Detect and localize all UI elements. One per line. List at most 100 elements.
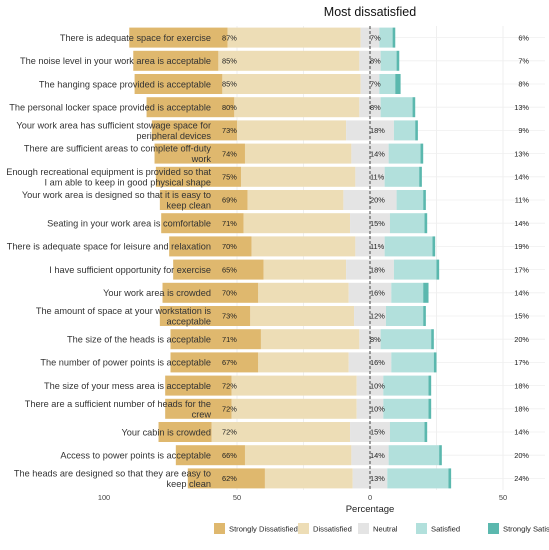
bar-segment-satisfied <box>380 97 413 118</box>
x-tick-label: 0 <box>368 493 372 502</box>
bar-segment-strongly-dissatisfied <box>173 259 264 280</box>
bar-segment-satisfied <box>388 143 421 164</box>
chart-row: The hanging space provided is acceptable… <box>39 74 545 94</box>
bar-segment-strongly-dissatisfied <box>151 120 237 141</box>
bar-segment-satisfied <box>387 468 449 489</box>
legend-item: Dissatisfied <box>298 523 352 534</box>
bar-segment-dissatisfied <box>263 259 347 280</box>
bar-segment-strongly-satisfied <box>424 213 428 234</box>
chart-row: The amount of space at your workstation … <box>36 306 545 327</box>
x-axis: 10050050100 <box>98 493 507 502</box>
bar-segment-strongly-satisfied <box>433 352 437 373</box>
bar-segment-satisfied <box>396 190 424 210</box>
bar-segment-dissatisfied <box>251 236 356 257</box>
bar-segment-strongly-satisfied <box>415 120 418 141</box>
bar-segment-strongly-dissatisfied <box>133 50 219 71</box>
left-percentage: 71% <box>222 335 237 344</box>
right-percentage: 17% <box>514 265 529 274</box>
chart-row: There are a sufficient number of heads f… <box>25 398 545 420</box>
question-label: There are a sufficient number of heads f… <box>25 399 212 420</box>
question-label: The size of the heads is acceptable <box>67 335 211 345</box>
legend-item: Neutral <box>358 523 398 534</box>
chart-row: The number of power points is acceptable… <box>40 352 545 373</box>
legend: Strongly Dissatisfied Dissatisfied Neutral… <box>214 523 549 534</box>
bar-segment-dissatisfied <box>258 282 349 303</box>
question-label: The personal locker space provided is ac… <box>9 103 211 113</box>
x-tick-label: 50 <box>499 493 507 502</box>
question-label: Seating in your work area is comfortable <box>47 219 211 229</box>
bar-segment-satisfied <box>384 236 433 257</box>
right-percentage: 19% <box>514 242 529 251</box>
bar-segment-strongly-satisfied <box>423 282 429 303</box>
chart-row: Your work area is designed so that it is… <box>22 190 545 211</box>
legend-label: Satisfied <box>431 525 460 534</box>
bar-segment-strongly-satisfied <box>392 27 396 48</box>
x-tick-label: 50 <box>233 493 241 502</box>
bar-segment-strongly-dissatisfied <box>129 27 228 48</box>
bar-segment-dissatisfied <box>227 27 361 48</box>
chart-row: Your work area is crowded 70% 16% 14% <box>103 282 545 303</box>
bar-segment-strongly-dissatisfied <box>187 468 265 489</box>
bar-segment-dissatisfied <box>250 306 355 326</box>
right-percentage: 17% <box>514 358 529 367</box>
bar-segment-dissatisfied <box>244 445 352 466</box>
bar-segment-strongly-dissatisfied <box>165 398 232 419</box>
bar-segment-dissatisfied <box>247 190 344 210</box>
chart-row: Seating in your work area is comfortable… <box>47 213 545 234</box>
bar-segment-dissatisfied <box>240 166 356 187</box>
right-percentage: 7% <box>518 57 529 66</box>
bar-segment-strongly-dissatisfied <box>158 422 212 442</box>
legend-label: Neutral <box>373 525 398 534</box>
bar-segment-satisfied <box>391 352 434 373</box>
x-tick-label: 100 <box>98 493 110 502</box>
bar-segment-dissatisfied <box>222 74 361 94</box>
bar-segment-strongly-satisfied <box>419 166 422 187</box>
chart-row: Enough recreational equipment is provide… <box>6 166 545 188</box>
bar-segment-strongly-satisfied <box>436 259 440 280</box>
bar-segment-dissatisfied <box>237 120 347 141</box>
bar-segment-neutral <box>351 445 389 466</box>
neutral-percentage: 10% <box>370 405 385 414</box>
bar-segment-strongly-satisfied <box>423 306 426 326</box>
bar-segment-strongly-dissatisfied <box>134 74 223 94</box>
bar-segment-strongly-dissatisfied <box>162 282 259 303</box>
legend-label: Strongly Satisfied <box>503 525 549 534</box>
neutral-percentage: 7% <box>370 80 381 89</box>
question-label: The heads are designed so that they are … <box>14 468 211 489</box>
legend-label: Dissatisfied <box>313 525 352 534</box>
question-label: Enough recreational equipment is provide… <box>6 167 211 188</box>
question-label: The amount of space at your workstation … <box>36 306 212 327</box>
chart-row: The personal locker space provided is ac… <box>9 97 545 118</box>
chart-row: There is adequate space for leisure and … <box>7 236 545 257</box>
bar-segment-dissatisfied <box>231 398 357 419</box>
bar-segment-strongly-dissatisfied <box>154 143 245 164</box>
question-label: The number of power points is acceptable <box>40 358 211 368</box>
left-percentage: 85% <box>222 80 237 89</box>
chart-row: The noise level in your work area is acc… <box>20 50 545 71</box>
bar-segment-neutral <box>359 329 381 350</box>
legend-swatch <box>298 523 309 534</box>
bar-segment-dissatisfied <box>218 50 360 71</box>
neutral-percentage: 16% <box>370 289 385 298</box>
left-percentage: 80% <box>222 103 237 112</box>
bar-segment-strongly-dissatisfied <box>161 213 244 234</box>
neutral-percentage: 10% <box>370 381 385 390</box>
bar-segment-strongly-dissatisfied <box>170 329 261 350</box>
bar-segment-dissatisfied <box>211 422 351 442</box>
bar-segment-satisfied <box>393 259 437 280</box>
neutral-percentage: 15% <box>370 428 385 437</box>
chart-row: The heads are designed so that they are … <box>14 468 545 489</box>
bar-segment-strongly-satisfied <box>395 74 401 94</box>
neutral-percentage: 12% <box>370 312 385 321</box>
question-label: Your work area has sufficient stowage sp… <box>16 120 211 141</box>
right-percentage: 15% <box>514 312 529 321</box>
legend-item: Strongly Satisfied <box>488 523 549 534</box>
chart-row: The size of the heads is acceptable 71% 8%… <box>67 329 545 350</box>
right-percentage: 18% <box>514 381 529 390</box>
bar-segment-strongly-satisfied <box>412 97 416 118</box>
bar-segment-strongly-dissatisfied <box>165 375 232 396</box>
neutral-percentage: 15% <box>370 219 385 228</box>
left-percentage: 66% <box>222 451 237 460</box>
question-label: The size of your mess area is acceptable <box>44 381 211 391</box>
